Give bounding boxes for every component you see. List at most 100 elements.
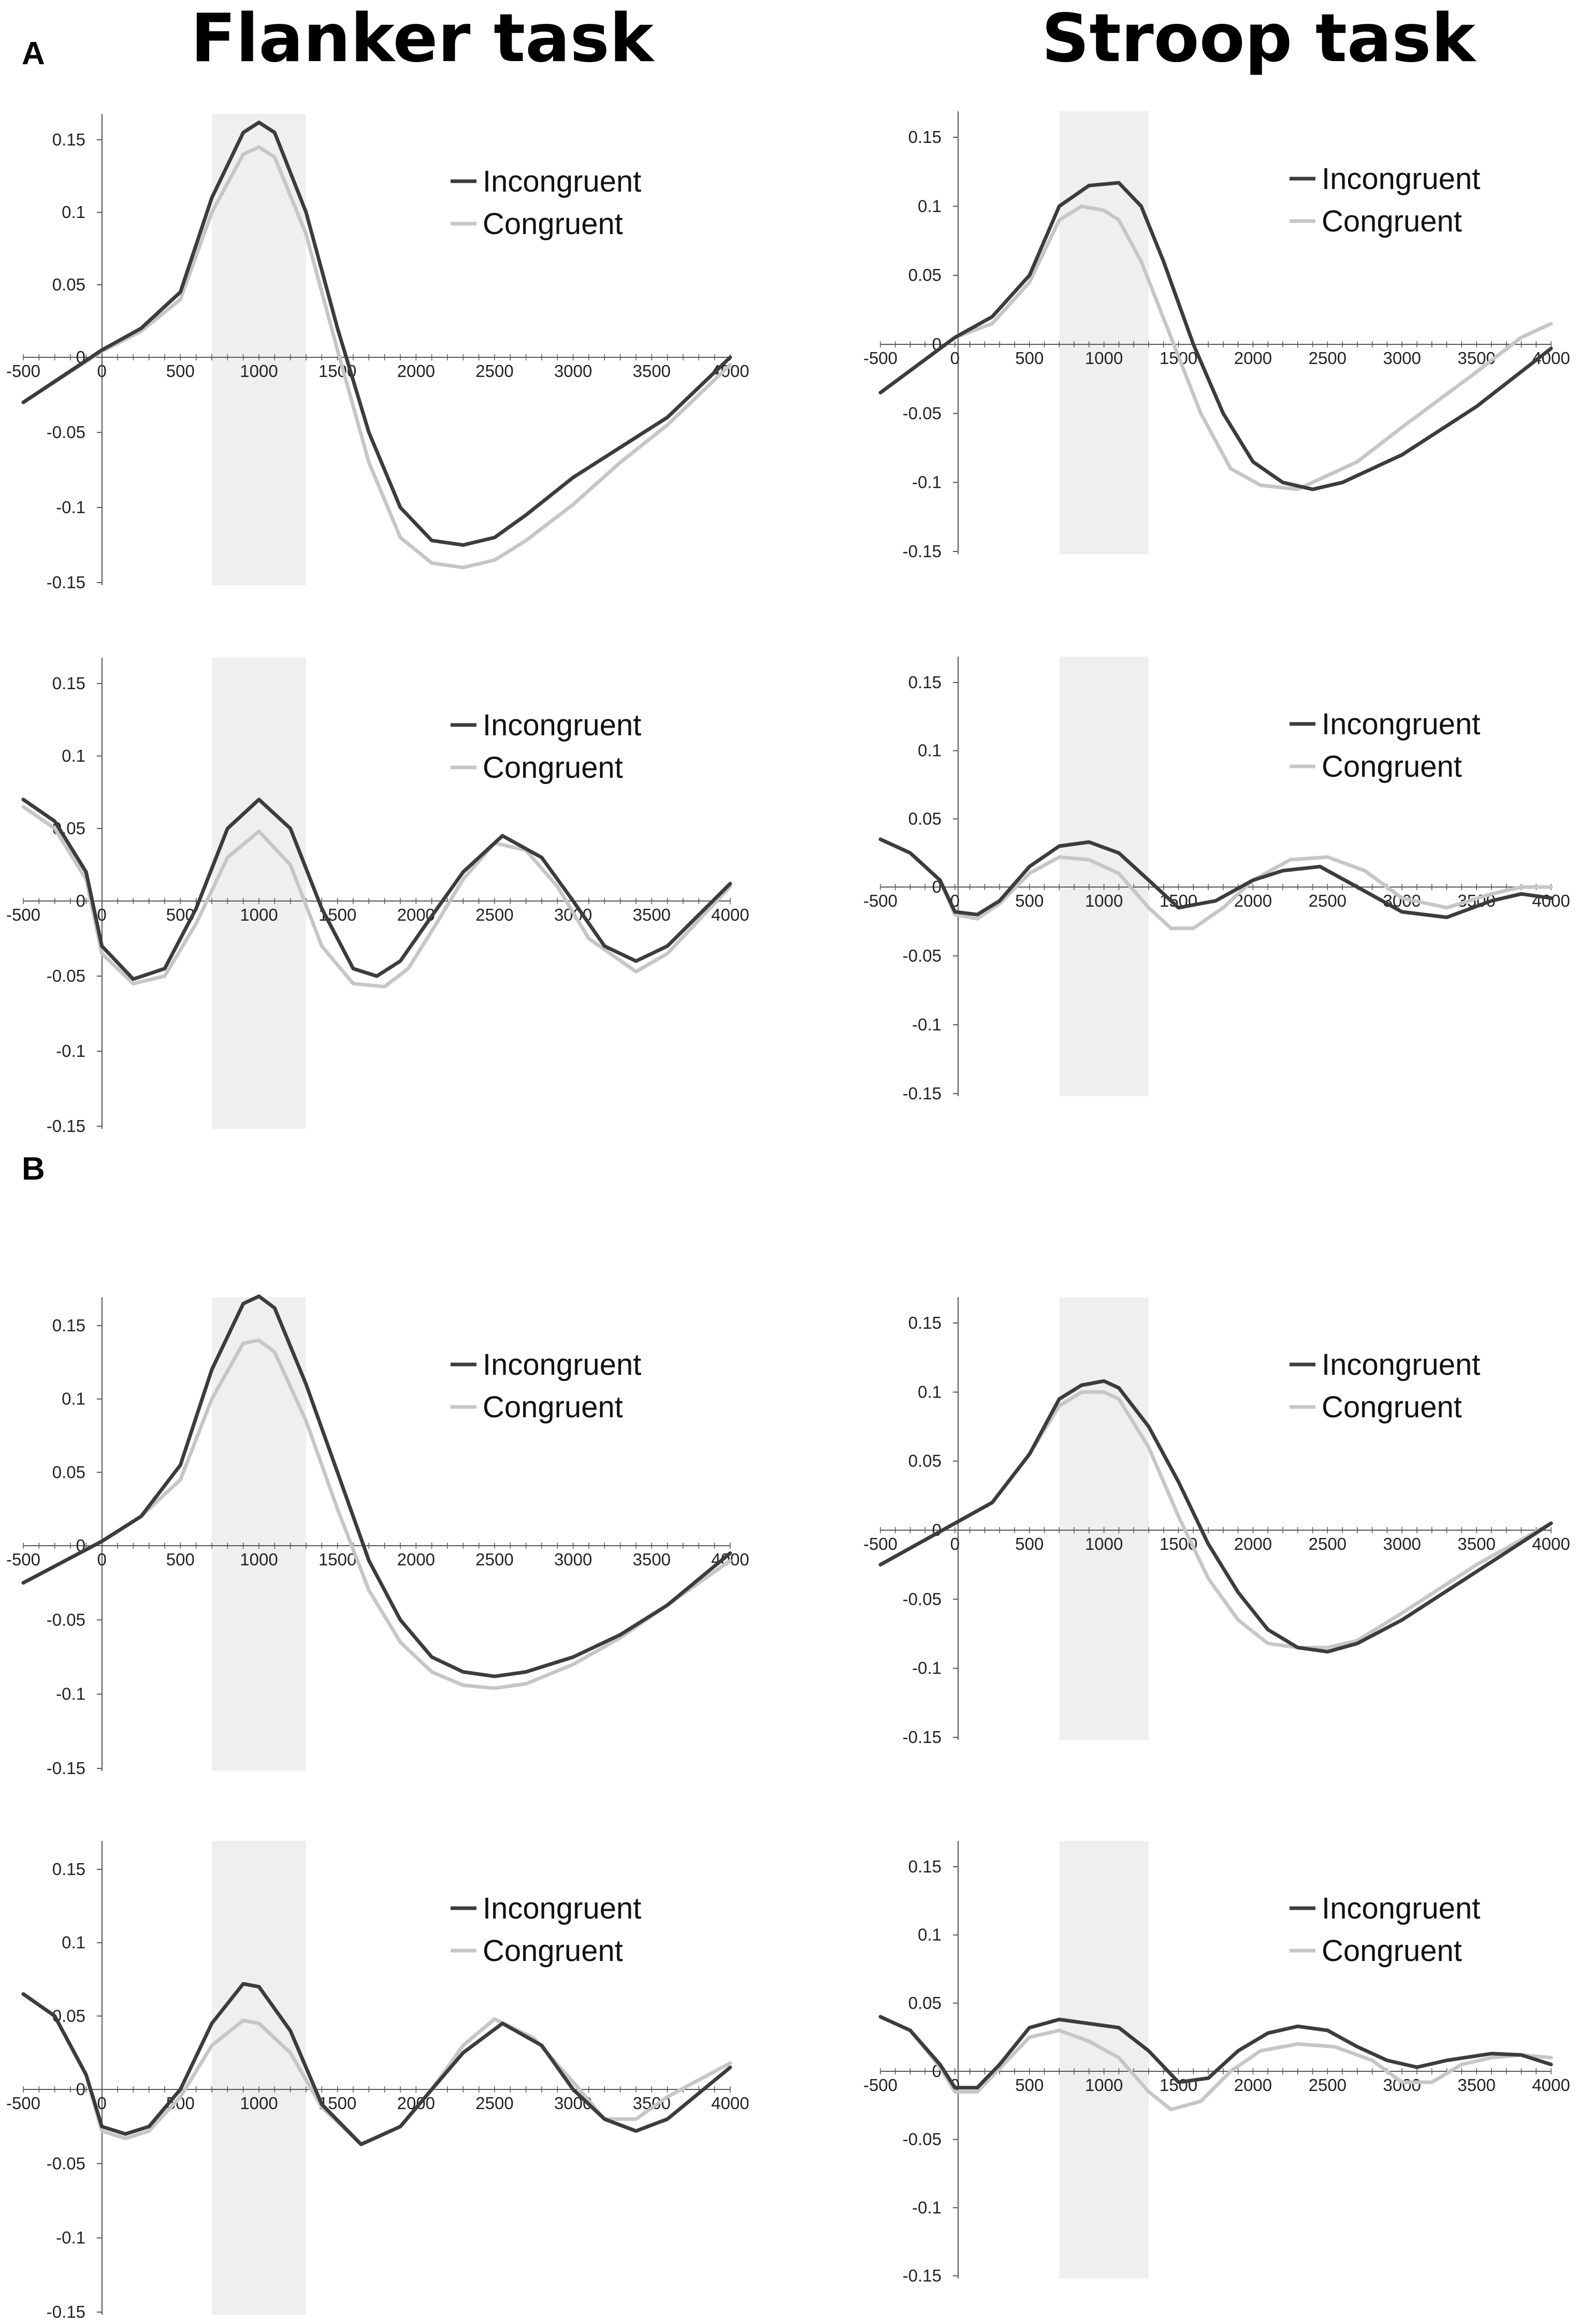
x-tick-label: -500 [6, 2094, 40, 2113]
y-tick-label: 0.05 [908, 1451, 942, 1471]
x-tick-label: -500 [6, 361, 40, 381]
y-tick-label: -0.05 [47, 966, 85, 985]
legend-label-incongruent: Incongruent [483, 1348, 641, 1382]
x-tick-label: 4000 [1532, 891, 1570, 910]
x-tick-label: 2500 [475, 2094, 513, 2113]
y-tick-label: 0 [76, 2080, 85, 2099]
legend-label-incongruent: Incongruent [1322, 162, 1480, 196]
x-tick-label: 3000 [554, 1550, 592, 1569]
x-tick-label: 1000 [240, 361, 278, 381]
y-tick-label: -0.1 [912, 473, 942, 492]
stroop-task-title: Stroop task [1041, 0, 1475, 77]
flanker-task-title: Flanker task [191, 0, 654, 77]
x-tick-label: 2000 [1234, 348, 1272, 368]
y-tick-label: -0.15 [47, 2302, 85, 2321]
legend-label-incongruent: Incongruent [1322, 1892, 1480, 1925]
y-tick-label: -0.05 [903, 2130, 942, 2149]
shaded-window [1059, 1297, 1149, 1740]
chart-B-stroop-1: -500 0 500 1000 1500 2000 2500 3000 3500 40000.15… [863, 1297, 1570, 1747]
y-tick-label: -0.15 [47, 1759, 85, 1778]
y-tick-label: -0.05 [47, 423, 85, 442]
x-tick-label: 3500 [1457, 2075, 1495, 2095]
legend-label-incongruent: Incongruent [1322, 1348, 1480, 1382]
x-tick-label: -500 [6, 1550, 40, 1569]
x-tick-label: 4000 [1532, 2075, 1570, 2095]
y-tick-label: -0.15 [903, 542, 942, 561]
x-tick-label: 3500 [633, 905, 671, 924]
x-tick-label: 3500 [633, 1550, 671, 1569]
y-tick-label: -0.15 [903, 2266, 942, 2285]
y-tick-label: 0.05 [52, 1462, 85, 1481]
x-tick-label: 2500 [1309, 348, 1347, 368]
legend-label-congruent: Congruent [483, 1390, 623, 1424]
chart-A-flanker-2: -500 0 500 1000 1500 2000 2500 3000 3500 40000.15… [6, 658, 749, 1136]
y-tick-label: 0.15 [908, 127, 942, 147]
shaded-window [212, 1297, 306, 1771]
x-tick-label: -500 [863, 891, 897, 910]
y-tick-label: 0.15 [52, 1316, 85, 1335]
x-tick-label: 2500 [475, 361, 513, 381]
y-tick-label: -0.1 [56, 1041, 85, 1061]
legend-label-congruent: Congruent [483, 207, 623, 241]
x-tick-label: 2000 [1234, 2075, 1272, 2095]
x-tick-label: 1000 [1085, 891, 1123, 910]
y-tick-label: 0.1 [918, 1382, 942, 1401]
y-tick-label: 0.15 [52, 674, 85, 693]
y-tick-label: 0.1 [918, 741, 942, 760]
x-tick-label: 0 [97, 905, 106, 924]
y-tick-label: -0.15 [47, 1116, 85, 1136]
legend-label-congruent: Congruent [1322, 750, 1462, 783]
series-line-congruent [878, 2015, 1553, 2112]
y-tick-label: -0.05 [47, 2154, 85, 2173]
x-tick-label: 1000 [1085, 2075, 1123, 2095]
series-line-congruent [878, 1390, 1553, 1650]
legend-label-congruent: Congruent [1322, 1934, 1462, 1968]
series-line-incongruent [878, 1379, 1553, 1654]
x-tick-label: 0 [97, 2094, 106, 2113]
series-line-congruent [878, 837, 1553, 931]
x-tick-label: 3500 [1457, 1534, 1495, 1553]
x-tick-label: 2500 [475, 1550, 513, 1569]
y-tick-label: -0.15 [903, 1727, 942, 1747]
y-tick-label: -0.1 [56, 498, 85, 517]
series-line-incongruent [21, 120, 732, 547]
x-tick-label: 3500 [1457, 348, 1495, 368]
y-tick-label: -0.1 [912, 2198, 942, 2217]
y-tick-label: 0 [76, 891, 85, 910]
y-tick-label: 0.15 [52, 1860, 85, 1879]
x-tick-label: 500 [166, 361, 195, 381]
series-line-incongruent [878, 837, 1553, 919]
x-tick-label: -500 [863, 1534, 897, 1553]
y-tick-label: 0.05 [52, 275, 85, 294]
chart-B-flanker-1: -500 0 500 1000 1500 2000 2500 3000 3500 40000.15… [6, 1294, 749, 1778]
x-tick-label: 2000 [397, 361, 435, 381]
chart-B-flanker-2: -500 0 500 1000 1500 2000 2500 3000 3500 40000.15… [6, 1841, 749, 2321]
y-tick-label: -0.15 [903, 1084, 942, 1103]
x-tick-label: 3000 [1383, 348, 1421, 368]
y-tick-label: 0.05 [908, 266, 942, 285]
shaded-window [1059, 657, 1149, 1096]
x-tick-label: 500 [1015, 348, 1044, 368]
y-tick-label: 0.1 [62, 1389, 85, 1408]
y-tick-label: -0.05 [903, 403, 942, 423]
y-tick-label: -0.1 [912, 1015, 942, 1034]
chart-A-flanker-1: -500 0 500 1000 1500 2000 2500 3000 3500 40000.15… [6, 114, 749, 592]
y-tick-label: 0.15 [908, 1313, 942, 1332]
x-tick-label: 1000 [1085, 1534, 1123, 1553]
x-tick-label: 0 [950, 348, 960, 368]
series-line-incongruent [21, 797, 732, 981]
x-tick-label: 2000 [1234, 891, 1272, 910]
x-tick-label: 2500 [475, 905, 513, 924]
x-tick-label: 1000 [240, 1550, 278, 1569]
legend-label-congruent: Congruent [483, 1934, 623, 1968]
x-tick-label: 500 [1015, 1534, 1044, 1553]
y-tick-label: -0.1 [912, 1659, 942, 1678]
series-line-congruent [21, 145, 732, 570]
series-line-congruent [21, 1992, 732, 2146]
y-tick-label: -0.1 [56, 1684, 85, 1704]
y-tick-label: -0.05 [47, 1610, 85, 1629]
legend-label-incongruent: Incongruent [1322, 707, 1480, 741]
shaded-window [212, 658, 306, 1129]
y-tick-label: -0.15 [47, 573, 85, 592]
